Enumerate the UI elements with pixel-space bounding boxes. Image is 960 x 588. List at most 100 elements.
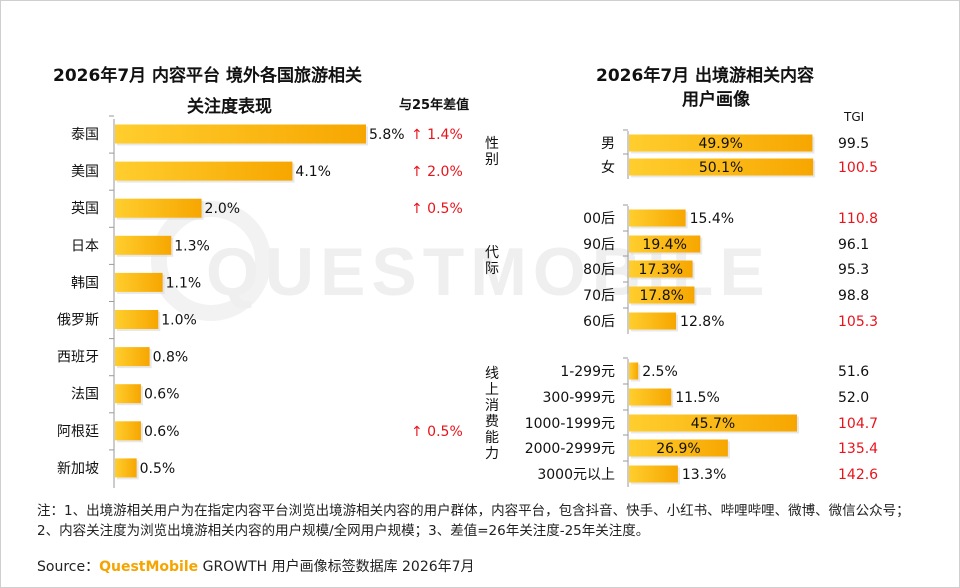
diff-label: ↑ 1.4% <box>411 127 463 143</box>
right-category-label: 1000-1999元 <box>525 416 615 432</box>
tgi-value: 52.0 <box>838 390 869 406</box>
tgi-value: 110.8 <box>838 211 878 227</box>
group-label-char: 别 <box>485 152 499 168</box>
right-title-line2: 用户画像 <box>682 90 750 110</box>
group-label-char: 消 <box>485 398 499 414</box>
group-label-char: 上 <box>485 382 499 398</box>
right-value-label: 17.8% <box>639 288 683 304</box>
source-prefix: Source： <box>37 559 100 575</box>
right-category-label: 3000元以上 <box>537 467 615 483</box>
tgi-value: 51.6 <box>838 364 869 380</box>
left-value-label: 4.1% <box>295 164 331 180</box>
group-label-char: 际 <box>485 261 499 277</box>
tgi-header: TGI <box>844 110 865 124</box>
left-bar <box>115 161 293 181</box>
left-category-label: 泰国 <box>71 127 99 143</box>
diff-header: 与25年差值 <box>399 98 470 113</box>
left-bar <box>115 310 159 329</box>
right-category-label: 80后 <box>583 262 615 278</box>
group-label-char: 性 <box>485 136 499 152</box>
tgi-value: 98.8 <box>838 288 869 304</box>
tgi-value: 100.5 <box>838 160 878 176</box>
right-value-label: 12.8% <box>680 314 724 330</box>
right-value-label: 49.9% <box>698 136 742 152</box>
right-bar <box>629 158 814 176</box>
left-category-label: 俄罗斯 <box>57 313 99 329</box>
left-bar <box>115 347 150 367</box>
left-bar <box>115 384 141 404</box>
right-value-label: 45.7% <box>691 416 735 432</box>
charts-svg: 泰国 5.8% ↑ 1.4% 美国 4.1% ↑ 2.0% 英国 2.0% ↑ 0.5% 日本 1.… <box>57 115 878 488</box>
right-bar <box>629 235 701 253</box>
left-category-label: 韩国 <box>71 275 99 291</box>
left-value-label: 0.6% <box>144 387 180 403</box>
right-bar <box>629 209 686 227</box>
right-value-label: 11.5% <box>675 390 719 406</box>
group-label-char: 代 <box>485 245 499 261</box>
left-value-label: 0.5% <box>140 461 176 477</box>
right-value-label: 2.5% <box>642 364 678 380</box>
tgi-value: 135.4 <box>838 441 878 457</box>
right-bar <box>629 312 677 330</box>
right-bar <box>629 439 728 457</box>
left-category-label: 新加坡 <box>57 461 99 477</box>
left-bar <box>115 198 202 218</box>
tgi-value: 95.3 <box>838 262 869 278</box>
right-value-label: 50.1% <box>699 160 743 176</box>
left-category-label: 阿根廷 <box>57 424 99 440</box>
right-category-label: 90后 <box>583 237 615 253</box>
right-bar <box>629 465 678 483</box>
right-bar <box>629 134 813 152</box>
right-value-label: 13.3% <box>682 467 726 483</box>
right-category-label: 00后 <box>583 211 615 227</box>
group-label-char: 费 <box>485 414 499 430</box>
left-value-label: 5.8% <box>369 127 405 143</box>
right-category-label: 2000-2999元 <box>525 441 615 457</box>
left-bar <box>115 458 137 478</box>
footnote: 注：1、出境游相关用户为在指定内容平台浏览出境游相关内容的用户群体，内容平台，包… <box>37 503 910 539</box>
left-value-label: 2.0% <box>205 201 241 217</box>
diff-label: ↑ 2.0% <box>411 164 463 180</box>
right-category-label: 70后 <box>583 288 615 304</box>
left-bar <box>115 421 141 441</box>
country-attention-chart: 泰国 5.8% ↑ 1.4% 美国 4.1% ↑ 2.0% 英国 2.0% ↑ 0.5% 日本 1.… <box>57 115 463 488</box>
group-label-char: 能 <box>485 430 499 446</box>
diff-label: ↑ 0.5% <box>411 201 463 217</box>
right-value-label: 17.3% <box>639 262 683 278</box>
right-title-line1: 2026年7月 出境游相关内容 <box>596 66 815 86</box>
left-bar <box>115 124 366 144</box>
left-value-label: 1.1% <box>166 275 202 291</box>
left-title-line2: 关注度表现 <box>187 97 272 117</box>
group-label-char: 线 <box>485 366 499 382</box>
right-value-label: 26.9% <box>656 441 700 457</box>
tgi-value: 99.5 <box>838 136 869 152</box>
right-bar <box>629 388 672 406</box>
left-value-label: 1.0% <box>161 313 197 329</box>
left-bar <box>115 235 172 255</box>
right-category-label: 60后 <box>583 314 615 330</box>
left-title-line1: 2026年7月 内容平台 境外各国旅游相关 <box>53 66 362 86</box>
left-category-label: 西班牙 <box>57 350 99 366</box>
right-bar <box>629 286 695 304</box>
left-value-label: 0.8% <box>153 350 189 366</box>
source-brand: QuestMobile <box>99 559 199 575</box>
left-value-label: 0.6% <box>144 424 180 440</box>
diff-label: ↑ 0.5% <box>411 424 463 440</box>
right-category-label: 300-999元 <box>543 390 616 406</box>
right-bar <box>629 414 797 432</box>
source-rest: GROWTH 用户画像标签数据库 2026年7月 <box>198 559 475 575</box>
tgi-value: 96.1 <box>838 237 869 253</box>
right-category-label: 男 <box>601 136 615 152</box>
tgi-value: 142.6 <box>838 467 878 483</box>
tgi-value: 105.3 <box>838 314 878 330</box>
source-line: Source：QuestMobile GROWTH 用户画像标签数据库 2026… <box>37 556 475 576</box>
right-category-label: 1-299元 <box>560 364 615 380</box>
left-category-label: 法国 <box>71 387 99 403</box>
right-category-label: 女 <box>601 159 615 176</box>
right-value-label: 15.4% <box>690 211 734 227</box>
right-bar <box>629 362 639 380</box>
left-category-label: 日本 <box>71 238 99 254</box>
left-category-label: 美国 <box>71 164 99 180</box>
user-profile-chart: 性别 男 49.9% 99.5 女 50.1% 100.5 代际 00后 15.4% 110.8 90… <box>485 129 878 487</box>
